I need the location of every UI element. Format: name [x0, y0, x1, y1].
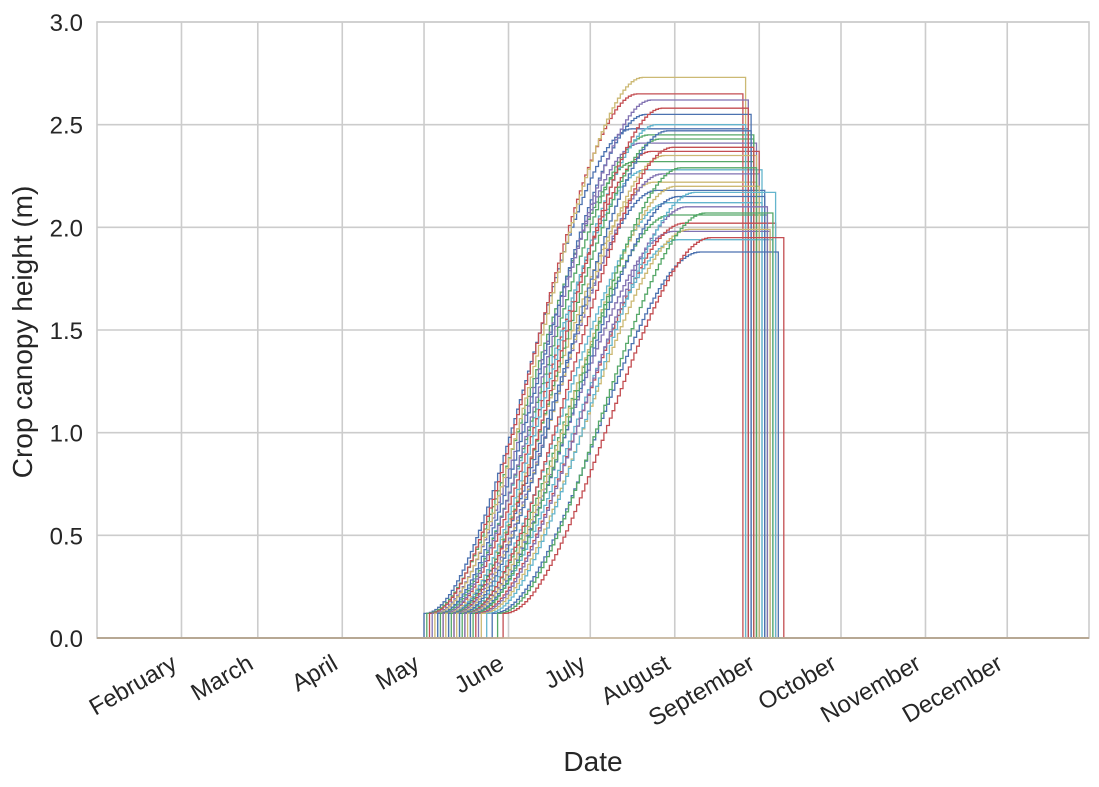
x-tick-label: May: [371, 650, 424, 696]
series-line: [97, 191, 1089, 639]
series-line: [97, 113, 1089, 639]
series-line: [97, 236, 1089, 639]
series-line: [97, 134, 1089, 639]
series-line: [97, 130, 1089, 639]
series-line: [97, 124, 1089, 639]
x-tick-label: April: [287, 650, 342, 697]
y-tick-labels: 0.0 0.5 1.0 1.5 2.0 2.5 3.0: [50, 10, 83, 653]
x-tick-label: July: [540, 650, 590, 695]
y-tick-label: 1.0: [50, 421, 83, 448]
series-line: [97, 206, 1089, 639]
y-tick-label: 1.5: [50, 318, 83, 345]
x-tick-labels: February March April May June July AugustSepte…: [85, 650, 1007, 732]
x-tick-label: March: [187, 650, 258, 707]
series-line: [97, 107, 1089, 639]
series-line: [97, 167, 1089, 639]
series-line: [97, 228, 1089, 639]
series-line: [97, 138, 1089, 639]
series-line: [97, 76, 1089, 639]
y-tick-label: 0.5: [50, 523, 83, 550]
x-axis-label: Date: [563, 746, 622, 777]
y-tick-label: 3.0: [50, 10, 83, 37]
series-line: [97, 222, 1089, 639]
series-line: [97, 154, 1089, 639]
series-lines: [97, 76, 1089, 639]
x-tick-label: February: [85, 650, 182, 721]
series-line: [97, 93, 1089, 639]
x-tick-label: June: [450, 650, 509, 699]
y-tick-label: 2.5: [50, 113, 83, 140]
y-tick-label: 2.0: [50, 215, 83, 242]
y-axis-label: Crop canopy height (m): [7, 186, 38, 479]
y-tick-label: 0.0: [50, 626, 83, 653]
series-line: [97, 212, 1089, 639]
series-line: [97, 99, 1089, 639]
series-line: [97, 251, 1089, 639]
series-line: [97, 146, 1089, 639]
series-line: [97, 185, 1089, 639]
series-line: [97, 202, 1089, 639]
